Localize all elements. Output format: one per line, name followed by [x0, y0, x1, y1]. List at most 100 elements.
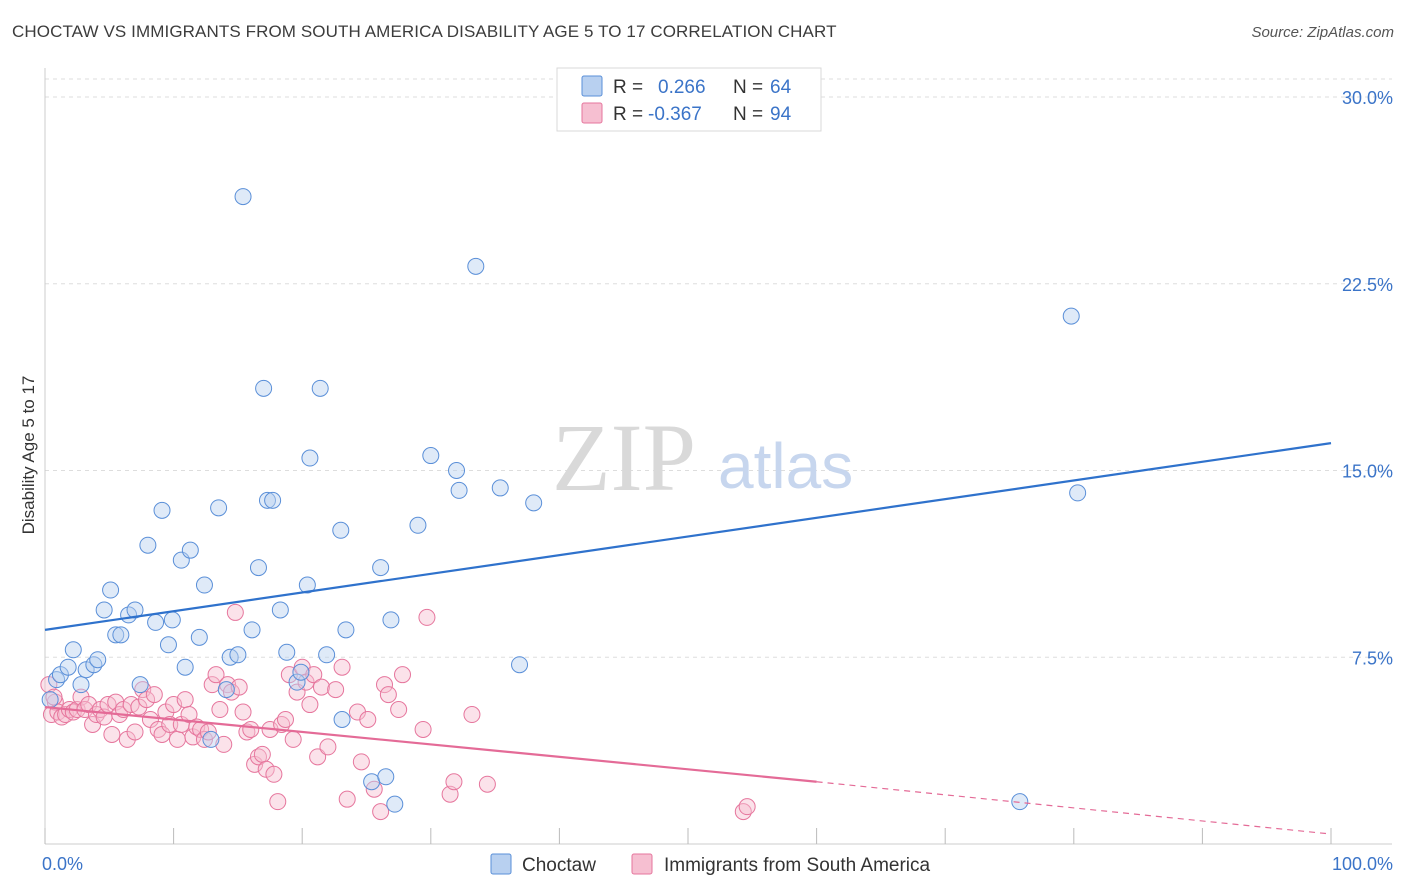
immigrants-point: [145, 686, 163, 704]
choctaw-point: [89, 651, 107, 669]
choctaw-point: [229, 646, 247, 664]
choctaw-point: [511, 656, 529, 674]
immigrants-point: [319, 738, 337, 756]
immigrants-point: [352, 753, 370, 771]
choctaw-point: [102, 581, 120, 599]
legend-r-label-1: R =: [613, 77, 643, 98]
choctaw-point: [363, 773, 381, 791]
choctaw-point: [190, 628, 208, 646]
axes: [44, 68, 1392, 845]
choctaw-point: [131, 676, 149, 694]
legend-n-label-2: N =: [733, 104, 763, 125]
immigrants-point: [230, 678, 248, 696]
immigrants-point: [176, 691, 194, 709]
immigrants-point: [394, 666, 412, 684]
bottom-legend-swatch-choctaw: [490, 853, 512, 875]
choctaw-point: [202, 730, 220, 748]
choctaw-point: [292, 663, 310, 681]
choctaw-point: [298, 576, 316, 594]
immigrants-point: [180, 706, 198, 724]
immigrants-point: [463, 706, 481, 724]
chart-title: CHOCTAW VS IMMIGRANTS FROM SOUTH AMERICA…: [12, 22, 837, 41]
choctaw-point: [195, 576, 213, 594]
immigrants-point: [242, 720, 260, 738]
grid-lines: [45, 78, 1392, 658]
choctaw-point: [372, 559, 390, 577]
immigrants-point: [390, 701, 408, 719]
source-note: Source: ZipAtlas.com: [1251, 24, 1394, 41]
immigrants-trend-line: [44, 705, 817, 783]
immigrants-point: [276, 711, 294, 728]
choctaw-point: [243, 621, 261, 639]
immigrants-point: [126, 723, 144, 741]
choctaw-point: [112, 626, 130, 644]
y-tick-label: 15.0%: [1342, 462, 1393, 482]
immigrants-point: [309, 748, 327, 766]
choctaw-point: [41, 691, 59, 709]
y-axis-label: Disability Age 5 to 17: [19, 376, 38, 535]
immigrants-point: [284, 730, 302, 748]
legend-n-value-1: 64: [770, 77, 792, 98]
choctaw-point: [95, 601, 113, 619]
watermark-zip: ZIP: [552, 404, 696, 511]
immigrants-point: [207, 666, 225, 684]
tick-labels: 7.5% 15.0% 22.5% 30.0% 0.0% 100.0%: [42, 88, 1393, 874]
choctaw-point: [1069, 484, 1087, 502]
choctaw-point: [409, 516, 427, 534]
choctaw-point: [147, 613, 165, 631]
choctaw-point: [163, 611, 181, 629]
choctaw-point: [107, 626, 125, 644]
choctaw-point: [467, 257, 485, 275]
immigrants-point: [168, 730, 186, 748]
legend-swatch-immigrants: [581, 102, 603, 124]
bottom-legend-label-immigrants: Immigrants from South America: [664, 855, 931, 876]
choctaw-point: [1011, 793, 1029, 811]
choctaw-point: [153, 501, 171, 519]
immigrants-point: [414, 720, 432, 738]
choctaw-point: [377, 768, 395, 786]
y-tick-label: 22.5%: [1342, 275, 1393, 295]
choctaw-point: [337, 621, 355, 639]
x-tick-label: 100.0%: [1332, 854, 1393, 874]
choctaw-point: [181, 541, 199, 559]
immigrants-point: [418, 608, 436, 626]
legend-r-label-2: R =: [613, 104, 643, 125]
legend-n-label-1: N =: [733, 77, 763, 98]
legend-r-value-2: -0.367: [648, 104, 702, 125]
immigrants-point: [478, 775, 496, 793]
immigrants-point: [226, 603, 244, 621]
immigrants-point: [738, 798, 756, 816]
choctaw-point: [176, 658, 194, 676]
bottom-legend-label-choctaw: Choctaw: [522, 855, 596, 876]
legend-r-value-1: 0.266: [658, 77, 706, 98]
choctaw-point: [59, 658, 77, 676]
choctaw-point: [1062, 307, 1080, 325]
choctaw-point: [126, 601, 144, 619]
choctaw-point: [139, 536, 157, 554]
immigrants-point: [445, 773, 463, 791]
immigrants-point: [333, 658, 351, 676]
immigrants-point: [327, 681, 345, 699]
immigrants-point: [265, 765, 283, 783]
choctaw-point: [258, 491, 276, 509]
trend-lines: [44, 442, 1332, 835]
y-tick-label: 7.5%: [1352, 648, 1393, 668]
immigrants-point: [359, 711, 377, 728]
immigrants-point: [305, 666, 323, 684]
choctaw-point: [159, 636, 177, 654]
choctaw-point: [210, 499, 228, 517]
choctaw-point: [301, 449, 319, 467]
choctaw-point: [271, 601, 289, 619]
data-points: [40, 188, 1087, 821]
choctaw-point: [72, 676, 90, 694]
choctaw-point: [386, 795, 404, 813]
choctaw-point: [525, 494, 543, 512]
immigrants-point: [338, 790, 356, 808]
legend-swatch-choctaw: [581, 75, 603, 97]
immigrants-point: [234, 703, 252, 721]
immigrants-point: [379, 686, 397, 704]
choctaw-point: [255, 379, 273, 397]
immigrants-point: [103, 725, 121, 743]
bottom-legend: Choctaw Immigrants from South America: [490, 853, 931, 876]
